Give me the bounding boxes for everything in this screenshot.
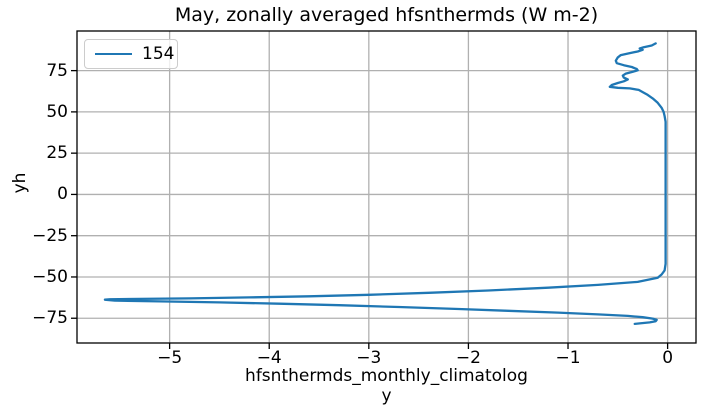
x-tick-label: −4 bbox=[256, 348, 282, 368]
x-tick-label: −5 bbox=[157, 348, 183, 368]
x-tick-label: 0 bbox=[662, 348, 674, 368]
x-tick-label: −2 bbox=[455, 348, 481, 368]
legend: 154 bbox=[84, 39, 178, 69]
axes-spines bbox=[76, 30, 697, 344]
y-tick-label: 25 bbox=[46, 143, 68, 164]
y-tick-label: 0 bbox=[57, 184, 68, 205]
x-axis-label-line1: hfsnthermds_monthly_climatolog bbox=[245, 366, 528, 386]
y-tick-label: −75 bbox=[32, 308, 68, 329]
x-axis-label-line2: y bbox=[381, 386, 392, 406]
y-tick-label: 50 bbox=[46, 101, 68, 122]
y-tick-label: 75 bbox=[46, 60, 68, 81]
y-tick-label: −25 bbox=[32, 225, 68, 246]
chart-title: May, zonally averaged hfsnthermds (W m-2… bbox=[174, 4, 599, 26]
y-tick-label: −50 bbox=[32, 266, 68, 287]
legend-label: 154 bbox=[142, 43, 175, 64]
x-axis-label: hfsnthermds_monthly_climatolog y bbox=[77, 366, 696, 406]
data-line bbox=[103, 42, 667, 326]
legend-line-sample bbox=[95, 53, 132, 55]
x-tick-label: −1 bbox=[555, 348, 581, 368]
x-tick-label: −3 bbox=[356, 348, 382, 368]
